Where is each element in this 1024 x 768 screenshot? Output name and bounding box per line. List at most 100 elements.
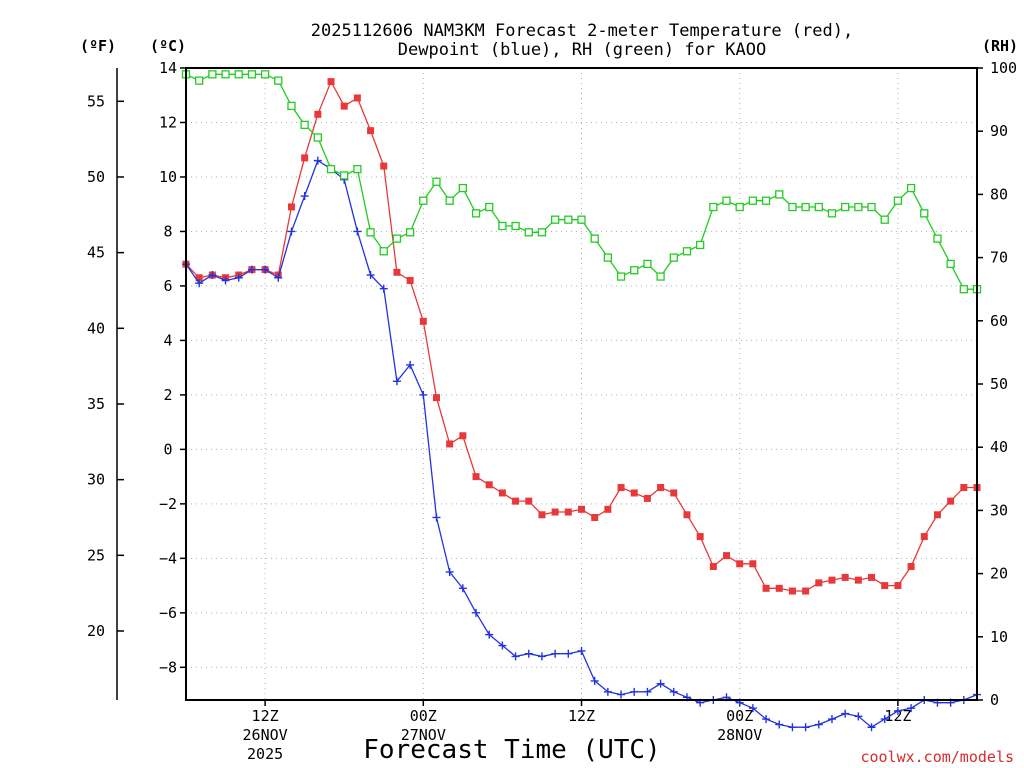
temperature-point [643, 494, 651, 502]
x-tick-label: 00Z [410, 707, 437, 725]
temperature-point [393, 268, 401, 276]
dewpoint-point [379, 284, 388, 293]
dewpoint-point [801, 723, 810, 732]
temperature-point [432, 394, 440, 402]
celsius-tick-label: 2 [163, 386, 172, 404]
dewpoint-point [287, 227, 296, 236]
celsius-tick-label: 4 [163, 331, 172, 349]
fahrenheit-tick-label: 40 [87, 319, 105, 337]
rh-point [537, 228, 547, 237]
temperature-point [446, 440, 454, 448]
rh-point [458, 183, 468, 193]
gridlines [186, 68, 977, 700]
dewpoint-point [854, 712, 863, 721]
chart-title-line-1: 2025112606 NAM3KM Forecast 2-meter Tempe… [311, 21, 853, 41]
temperature-point [472, 473, 480, 481]
temperature-point [367, 127, 375, 135]
rh-point [485, 202, 494, 212]
celsius-tick-label: 12 [159, 113, 177, 131]
x-tick-label: 12Z [252, 707, 279, 725]
celsius-tick-label: −8 [159, 658, 177, 676]
x-tick-label: 27NOV [401, 726, 446, 744]
rh-point [379, 247, 388, 256]
rh-tick-label: 50 [990, 375, 1008, 393]
x-tick-label: 00Z [726, 707, 753, 725]
temperature-point [340, 102, 348, 110]
x-tick-label: 28NOV [717, 726, 762, 744]
rh-point [669, 253, 678, 262]
dewpoint-point [234, 273, 243, 282]
temperature-point [920, 533, 928, 541]
fahrenheit-tick-label: 35 [87, 395, 105, 413]
dewpoint-point [880, 715, 889, 724]
rh-point [511, 221, 520, 231]
temperature-point [709, 563, 717, 571]
fahrenheit-tick-label: 20 [87, 622, 105, 640]
temperature-point [525, 497, 533, 505]
dewpoint-point [353, 227, 362, 236]
rh-point [300, 120, 309, 130]
rh-point [445, 196, 454, 205]
rh-point [260, 70, 270, 79]
dewpoint-point [195, 279, 204, 288]
rh-point [287, 101, 296, 111]
temperature-point [327, 78, 335, 86]
temperature-point [406, 276, 414, 284]
dewpoint-point [445, 567, 454, 576]
rh-point [419, 196, 428, 205]
temperature-point [802, 587, 810, 595]
dewpoint-point [472, 608, 481, 617]
temperature-point [314, 110, 322, 118]
dewpoint-point [603, 687, 612, 696]
dewpoint-point [300, 192, 309, 201]
dewpoint-point [577, 646, 586, 655]
rh-point [920, 209, 929, 218]
rh-tick-label: 40 [990, 438, 1008, 456]
dewpoint-point [551, 649, 560, 658]
dewpoint-point [788, 723, 797, 732]
rh-point [867, 202, 876, 212]
dewpoint-point [432, 513, 441, 522]
rh-point [392, 234, 402, 243]
dewpoint-point [827, 715, 836, 724]
temperature-point [881, 582, 889, 590]
temperature-point [696, 533, 704, 541]
rh-point [959, 285, 968, 294]
temperature-point [947, 497, 955, 505]
temperature-point [854, 576, 862, 584]
fahrenheit-axis-unit: (ºF) [80, 37, 116, 55]
fahrenheit-tick-label: 55 [87, 92, 105, 110]
x-tick-label: 26NOV [243, 726, 288, 744]
rh-point [801, 202, 810, 212]
dewpoint-point [762, 715, 771, 724]
rh-point [893, 196, 903, 205]
temperature-point [419, 317, 427, 325]
rh-point [366, 228, 375, 237]
rh-point [603, 253, 613, 262]
dewpoint-point [590, 676, 599, 685]
rh-point [432, 177, 441, 186]
temperature-point [723, 552, 731, 560]
dewpoint-point [419, 390, 428, 399]
celsius-tick-label: −2 [159, 495, 177, 513]
fahrenheit-tick-label: 45 [87, 244, 105, 262]
rh-point [709, 202, 718, 212]
rh-point [761, 196, 771, 205]
x-axis-title: Forecast Time (UTC) [363, 735, 660, 765]
celsius-tick-label: −6 [159, 604, 177, 622]
rh-point [234, 70, 243, 79]
dewpoint-point [511, 652, 520, 661]
rh-tick-label: 80 [990, 185, 1008, 203]
dewpoint-point [247, 265, 256, 274]
plot-frame [185, 67, 978, 701]
rh-tick-label: 60 [990, 312, 1008, 330]
dewpoint-point [313, 156, 322, 165]
temperature-point [301, 154, 309, 162]
rh-point [471, 209, 481, 218]
rh-point [841, 202, 850, 212]
temperature-point [868, 573, 876, 581]
temperature-point [894, 582, 902, 590]
rh-tick-label: 90 [990, 122, 1008, 140]
